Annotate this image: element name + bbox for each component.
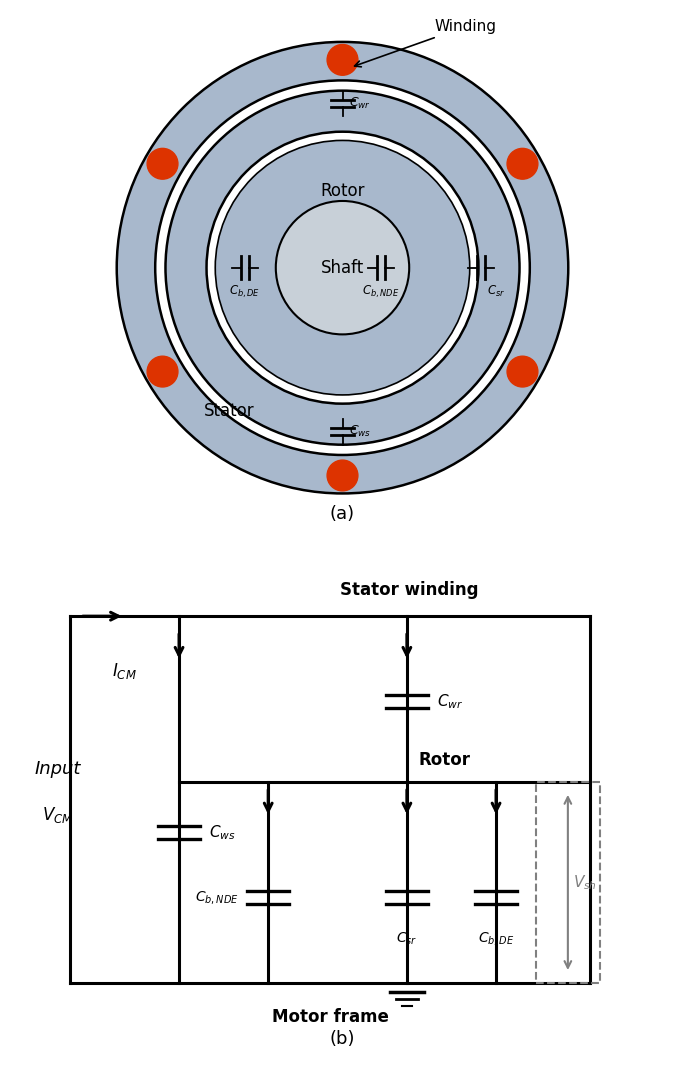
- Text: (b): (b): [329, 1031, 356, 1049]
- Text: $C_{wr}$: $C_{wr}$: [349, 96, 371, 111]
- Text: Rotor: Rotor: [418, 752, 470, 770]
- Text: Stator winding: Stator winding: [340, 580, 479, 599]
- Text: $C_{ws}$: $C_{ws}$: [349, 424, 371, 439]
- Text: Input: Input: [34, 760, 81, 778]
- Text: $C_{b,NDE}$: $C_{b,NDE}$: [195, 889, 238, 907]
- Circle shape: [206, 131, 479, 404]
- Circle shape: [327, 460, 358, 491]
- Circle shape: [147, 356, 178, 387]
- Text: $C_{b,NDE}$: $C_{b,NDE}$: [362, 284, 399, 300]
- Text: $V_{sh}$: $V_{sh}$: [573, 873, 597, 892]
- Text: $C_{b,DE}$: $C_{b,DE}$: [478, 930, 514, 947]
- Text: $C_{b,DE}$: $C_{b,DE}$: [229, 284, 260, 300]
- Text: $C_{ws}$: $C_{ws}$: [209, 823, 236, 841]
- Text: $V_{CM}$: $V_{CM}$: [42, 805, 73, 824]
- Text: (a): (a): [330, 505, 355, 523]
- Text: Winding: Winding: [355, 19, 497, 67]
- Circle shape: [155, 80, 530, 455]
- Text: $C_{sr}$: $C_{sr}$: [487, 284, 506, 299]
- Circle shape: [507, 356, 538, 387]
- Circle shape: [327, 45, 358, 75]
- Text: $C_{wr}$: $C_{wr}$: [436, 693, 463, 711]
- Text: Motor frame: Motor frame: [272, 1008, 388, 1026]
- Text: Stator: Stator: [204, 402, 255, 420]
- Text: Rotor: Rotor: [321, 182, 364, 200]
- Circle shape: [116, 42, 569, 494]
- Text: $C_{sr}$: $C_{sr}$: [396, 930, 418, 946]
- Circle shape: [276, 201, 409, 335]
- Circle shape: [215, 140, 470, 394]
- Circle shape: [147, 149, 178, 180]
- Circle shape: [166, 91, 519, 445]
- Bar: [536, 783, 600, 983]
- Circle shape: [507, 149, 538, 180]
- Text: Shaft: Shaft: [321, 259, 364, 277]
- Text: $I_{CM}$: $I_{CM}$: [112, 662, 137, 681]
